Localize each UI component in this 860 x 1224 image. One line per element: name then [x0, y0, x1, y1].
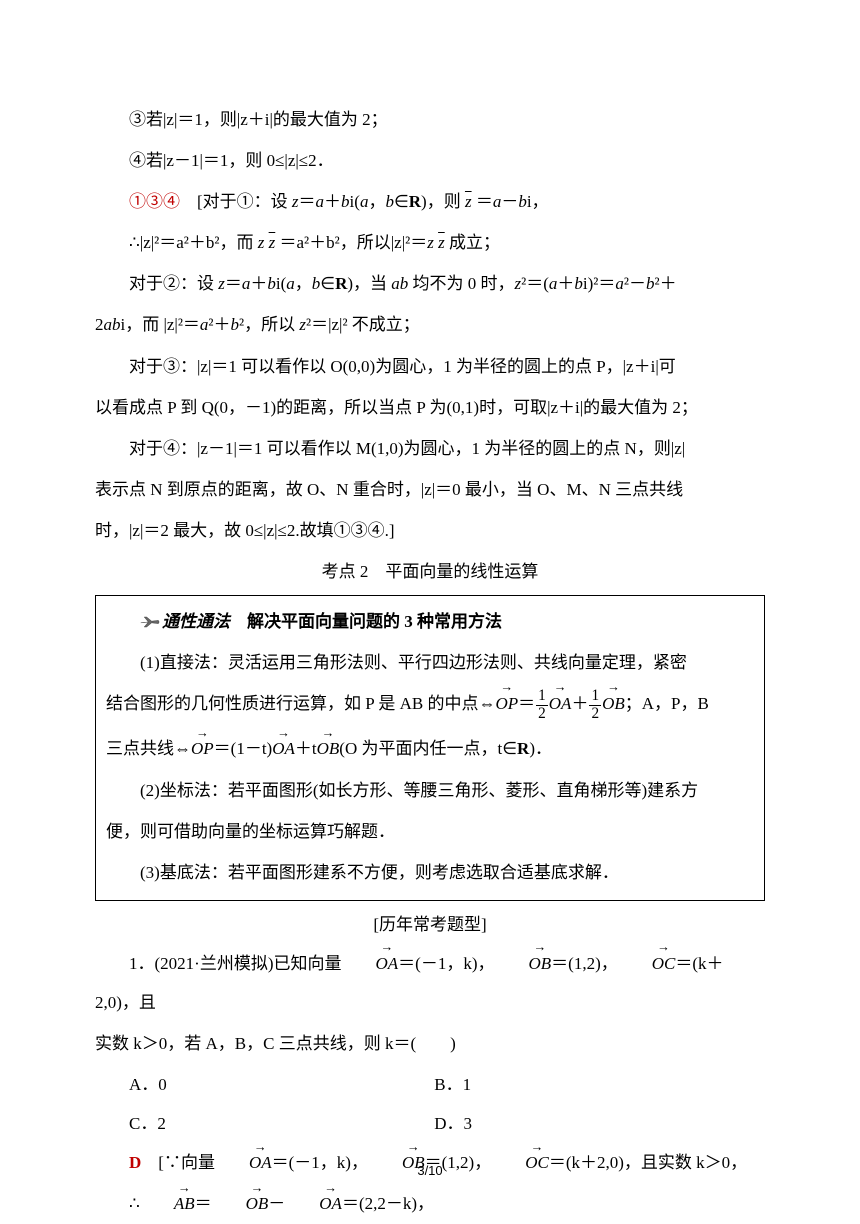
- statement-4: ④若|z－1|＝1，则 0≤|z|≤2．: [95, 141, 765, 180]
- method-badge: 通性通法: [162, 612, 230, 631]
- proof-4b: 表示点 N 到原点的距离，故 O、N 重合时，|z|＝0 最小，当 O、M、N …: [95, 470, 765, 509]
- page-number: 3/10: [0, 1156, 860, 1186]
- method-1b: 结合图形的几何性质进行运算，如 P 是 AB 的中点⇔OP＝12OA＋12OB；…: [106, 684, 754, 723]
- question-1-line1: 1．(2021·兰州模拟)已知向量OA＝(－1，k)，OB＝(1,2)，OC＝(…: [95, 944, 765, 1022]
- method-box: 通性通法 解决平面向量问题的 3 种常用方法 (1)直接法：灵活运用三角形法则、…: [95, 595, 765, 901]
- option-b: B．1: [434, 1065, 739, 1104]
- proof-2b: 2abi，而 |z|²＝a²＋b²，所以 z²＝|z|² 不成立；: [95, 305, 765, 344]
- options-row-1: A．0 B．1: [129, 1065, 765, 1104]
- answer-choices: ①③④: [129, 192, 180, 211]
- option-a: A．0: [129, 1065, 434, 1104]
- proof-3a: 对于③：|z|＝1 可以看作以 O(0,0)为圆心，1 为半径的圆上的点 P，|…: [95, 347, 765, 386]
- statement-3: ③若|z|＝1，则|z＋i|的最大值为 2；: [95, 100, 765, 139]
- proof-3b: 以看成点 P 到 Q(0，－1)的距离，所以当点 P 为(0,1)时，可取|z＋…: [95, 388, 765, 427]
- method-2a: (2)坐标法：若平面图形(如长方形、等腰三角形、菱形、直角梯形等)建系方: [106, 771, 754, 810]
- answer-line-1: ①③④ [对于①：设 z＝a＋bi(a，b∈R)，则 z ＝a－bi，: [95, 182, 765, 221]
- method-title-line: 通性通法 解决平面向量问题的 3 种常用方法: [106, 602, 754, 641]
- plane-icon: [140, 615, 160, 629]
- method-1a: (1)直接法：灵活运用三角形法则、平行四边形法则、共线向量定理，紧密: [106, 643, 754, 682]
- method-3: (3)基底法：若平面图形建系不方便，则考虑选取合适基底求解．: [106, 853, 754, 892]
- question-1-line2: 实数 k＞0，若 A，B，C 三点共线，则 k＝( ): [95, 1024, 765, 1063]
- option-d: D．3: [434, 1104, 739, 1143]
- topic-heading: 考点 2 平面向量的线性运算: [95, 552, 765, 591]
- proof-1: ∴|z|²＝a²＋b²，而 z z ＝a²＋b²，所以|z|²＝z z 成立；: [95, 223, 765, 262]
- solution-1-line2: ∴AB＝OB－OA＝(2,2－k)，: [95, 1184, 765, 1223]
- method-1c: 三点共线⇔OP＝(1－t)OA＋tOB(O 为平面内任一点，t∈R)．: [106, 729, 754, 768]
- proof-4c: 时，|z|＝2 最大，故 0≤|z|≤2.故填①③④.]: [95, 511, 765, 550]
- proof-4a: 对于④：|z－1|＝1 可以看作以 M(1,0)为圆心，1 为半径的圆上的点 N…: [95, 429, 765, 468]
- proof-2a: 对于②：设 z＝a＋bi(a，b∈R)，当 ab 均不为 0 时，z²＝(a＋b…: [95, 264, 765, 303]
- method-2b: 便，则可借助向量的坐标运算巧解题．: [106, 812, 754, 851]
